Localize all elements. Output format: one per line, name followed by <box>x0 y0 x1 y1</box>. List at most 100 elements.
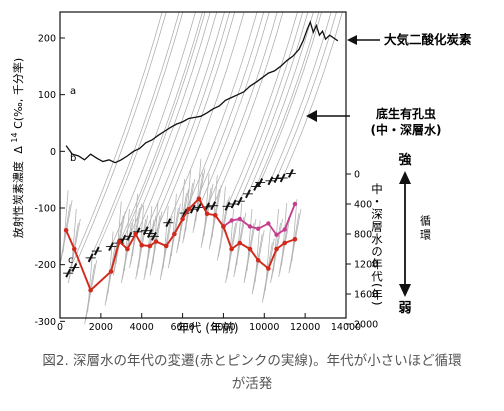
pink-point <box>266 221 271 226</box>
pink-point <box>282 227 287 232</box>
age-error-bar <box>261 242 273 303</box>
annotation-foram-line2: (中・深層水) <box>371 122 442 137</box>
age-error-bar <box>159 219 171 281</box>
calibration-curve <box>212 11 284 206</box>
age-error-bar <box>138 205 145 268</box>
age-error-bar <box>203 173 210 236</box>
circulation-arrow-head-down <box>399 284 411 297</box>
pink-point <box>255 226 261 231</box>
red-point <box>163 243 169 249</box>
calibration-curve <box>123 11 206 240</box>
red-point <box>147 243 153 249</box>
right-y-axis: 0 400 800 1200 1600 2000 <box>346 170 378 331</box>
label-strong: 強 <box>398 152 411 168</box>
annotation-foram-line1: 底生有孔虫 <box>376 106 436 121</box>
x-tick-label: 2000 <box>89 322 113 333</box>
calibration-curve <box>90 11 180 259</box>
age-error-bar <box>107 231 114 294</box>
left-y-axis-label: 放射性炭素濃度 Δ 14 C(‰, 千分率) <box>7 58 25 238</box>
age-error-bar <box>104 245 116 306</box>
panel-label-a: a <box>70 86 76 97</box>
right-y-axis-label: 中・深層水の年代(年) <box>370 183 384 306</box>
x-tick-label: 12000 <box>290 322 320 333</box>
age-error-bar <box>146 205 153 269</box>
calibration-curve <box>259 11 322 183</box>
calibration-curve <box>129 11 211 237</box>
age-error-bar <box>220 186 226 249</box>
age-error-bar <box>176 192 187 254</box>
panel-label-c: c <box>68 255 74 266</box>
red-point <box>125 246 130 252</box>
right-y-tick-label: 0 <box>354 170 360 181</box>
x-axis-label: 年代 (年前) <box>177 320 238 335</box>
calibration-curve <box>247 11 314 194</box>
age-error-bar <box>217 200 228 261</box>
left-ylabel-pre: 放射性炭素濃度 <box>11 161 25 238</box>
age-error-bar <box>179 178 185 242</box>
figure-caption: 図2. 深層水の年代の変遷(赤とピンクの実線)。年代が小さいほど循環 が活発 <box>0 350 504 396</box>
age-error-bar <box>171 193 177 257</box>
age-error-bar <box>233 216 245 278</box>
x-axis: 0 2000 4000 6000 8000 10000 12000 14000 <box>57 313 361 333</box>
calibration-curve <box>153 11 236 237</box>
calibration-curve <box>206 11 278 208</box>
age-error-bar <box>129 207 140 269</box>
plot-frame <box>59 11 347 319</box>
red-point <box>63 227 69 233</box>
right-y-tick-label: 1600 <box>354 290 378 301</box>
co2-arrow-head <box>347 35 357 45</box>
age-error-bar <box>273 208 279 272</box>
left-y-tick-label: 100 <box>38 90 56 101</box>
pink-point <box>237 216 242 222</box>
calibration-curve <box>96 11 184 252</box>
red-point <box>204 211 210 217</box>
red-point <box>237 240 243 246</box>
age-error-bars <box>59 158 302 325</box>
calibration-curve <box>282 11 343 179</box>
red-point <box>292 236 298 242</box>
red-point <box>180 216 185 222</box>
foram-arrow-head <box>306 110 317 122</box>
red-point <box>72 246 77 252</box>
red-point <box>247 246 253 252</box>
age-error-bar <box>278 216 290 278</box>
red-point <box>133 231 138 237</box>
label-circulation: 循環 <box>419 215 432 243</box>
right-y-tick-label: 2000 <box>354 320 378 331</box>
x-tick-label: 8000 <box>211 322 235 333</box>
age-error-bar <box>208 189 220 250</box>
x-tick-label: 0 <box>57 322 63 333</box>
age-error-bar <box>291 199 298 262</box>
age-error-bar <box>200 187 212 248</box>
red-point <box>255 257 261 263</box>
left-ylabel-delta: Δ <box>12 146 25 154</box>
age-error-bar <box>135 219 147 280</box>
x-tick-label: 10000 <box>249 322 279 333</box>
red-point <box>153 239 159 244</box>
red-point <box>282 240 288 246</box>
left-ylabel-rest: C(‰, 千分率) <box>11 58 25 129</box>
age-error-bar <box>192 172 204 233</box>
age-error-bar <box>70 208 77 272</box>
age-error-bar <box>251 234 263 295</box>
pink-point <box>229 218 234 223</box>
left-y-tick-label: -300 <box>34 317 56 328</box>
age-error-bar <box>281 202 288 266</box>
age-error-bar <box>243 222 255 284</box>
calibration-curve <box>233 11 304 205</box>
annotation-co2: 大気二酸化炭素 <box>384 32 472 47</box>
left-y-tick-label: 0 <box>50 147 56 158</box>
red-point <box>196 196 202 202</box>
calibration-curve <box>192 11 265 210</box>
calibration-curve <box>118 11 203 244</box>
age-error-bar <box>132 193 138 257</box>
left-y-axis: 200 100 0 -100 -200 -300 <box>34 34 65 328</box>
age-error-bar <box>185 169 192 232</box>
pink-point <box>292 201 298 207</box>
calibration-curve <box>67 11 163 274</box>
calibration-lines <box>67 11 343 274</box>
calibration-curve <box>184 11 258 214</box>
age-error-bar <box>168 207 179 269</box>
series-atmospheric-co2 <box>65 20 339 164</box>
